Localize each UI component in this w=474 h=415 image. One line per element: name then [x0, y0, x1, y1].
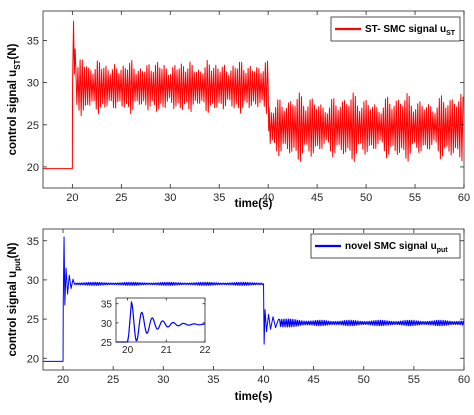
top-y-tick-label: 35 [27, 36, 39, 48]
inset-x-tick-label: 22 [199, 345, 211, 356]
top-x-axis-label: time(s) [235, 198, 273, 210]
chart-top: 20 25 30 35 40 45 50 55 60 20 25 30 35 time(s) cont… [7, 10, 470, 210]
bottom-y-tick-label: 35 [27, 236, 39, 248]
bottom-y-tick-label: 30 [27, 275, 39, 287]
top-y-tick-label: 25 [27, 120, 39, 132]
bottom-x-tick-label: 40 [257, 374, 269, 386]
inset-x-tick-label: 20 [122, 345, 134, 356]
bottom-x-tick-label: 55 [408, 374, 420, 386]
top-x-tick-label: 45 [311, 192, 323, 204]
bottom-y-tick-label: 25 [27, 314, 39, 326]
bottom-legend-label: novel SMC signal uput [345, 241, 448, 254]
bottom-x-tick-label: 45 [308, 374, 320, 386]
bottom-x-axis-label: time(s) [235, 391, 273, 403]
inset-y-tick-label: 35 [101, 300, 113, 311]
top-axes-box [42, 10, 465, 189]
bottom-x-tick-label: 30 [157, 374, 169, 386]
top-series-path [43, 20, 464, 170]
inset-x-tick-label: 21 [161, 345, 173, 356]
inset-x-ticks: 20 21 22 [122, 298, 211, 356]
bottom-y-axis-label-sub: put [13, 258, 22, 271]
bottom-legend-label-main: novel SMC signal u [345, 241, 437, 252]
top-legend: ST- SMC signal uST [330, 16, 461, 42]
top-legend-label-sub: ST [446, 30, 456, 37]
bottom-series-path [43, 236, 465, 362]
top-y-axis-label-main: control signal u [7, 70, 19, 156]
inset-series-line [116, 301, 206, 343]
bottom-axes-box [42, 228, 465, 371]
top-legend-label: ST- SMC signal uST [365, 24, 456, 37]
bottom-y-tick-label: 20 [27, 353, 39, 365]
top-x-tick-label: 35 [213, 192, 225, 204]
bottom-legend-label-sub: put [437, 247, 449, 254]
inset-y-tick-label: 30 [101, 319, 113, 330]
inset-chart: 20 21 22 25 30 35 [101, 297, 211, 356]
bottom-series-line [43, 236, 465, 362]
bottom-y-ticks: 20 25 30 35 [27, 236, 464, 365]
bottom-y-axis-label: control signal uput(N) [7, 242, 22, 356]
top-y-ticks: 20 25 30 35 [27, 36, 464, 174]
top-y-axis-label-sub: ST [13, 59, 22, 69]
top-y-axis-label: control signal uST(N) [7, 43, 22, 155]
inset-y-tick-label: 25 [101, 338, 113, 349]
top-y-axis-label-unit: (N) [7, 43, 19, 59]
bottom-x-tick-label: 60 [458, 374, 470, 386]
top-x-tick-label: 60 [458, 192, 470, 204]
top-x-tick-label: 25 [115, 192, 127, 204]
inset-y-ticks: 25 30 35 [101, 300, 205, 349]
top-x-tick-label: 20 [66, 192, 78, 204]
bottom-y-axis-label-unit: (N) [7, 242, 19, 258]
top-x-tick-label: 55 [409, 192, 421, 204]
top-series-line [43, 20, 464, 170]
top-x-tick-label: 50 [360, 192, 372, 204]
top-x-ticks: 20 25 30 35 40 45 50 55 60 [66, 11, 470, 204]
top-x-tick-label: 30 [164, 192, 176, 204]
bottom-legend: novel SMC signal uput [310, 233, 461, 259]
bottom-x-ticks: 20 25 30 35 40 45 50 55 60 [57, 229, 470, 386]
top-legend-label-main: ST- SMC signal u [365, 24, 446, 35]
bottom-y-axis-label-main: control signal u [7, 271, 19, 357]
bottom-x-tick-label: 25 [107, 374, 119, 386]
inset-series-path [116, 301, 206, 343]
top-y-tick-label: 30 [27, 78, 39, 90]
bottom-x-tick-label: 20 [57, 374, 69, 386]
bottom-x-tick-label: 35 [207, 374, 219, 386]
bottom-x-tick-label: 50 [358, 374, 370, 386]
top-x-tick-label: 40 [262, 192, 274, 204]
inset-axes-box [115, 297, 206, 343]
chart-bottom: 20 25 30 35 40 45 50 55 60 20 25 30 35 time(s) cont… [7, 228, 470, 403]
top-y-tick-label: 20 [27, 162, 39, 174]
